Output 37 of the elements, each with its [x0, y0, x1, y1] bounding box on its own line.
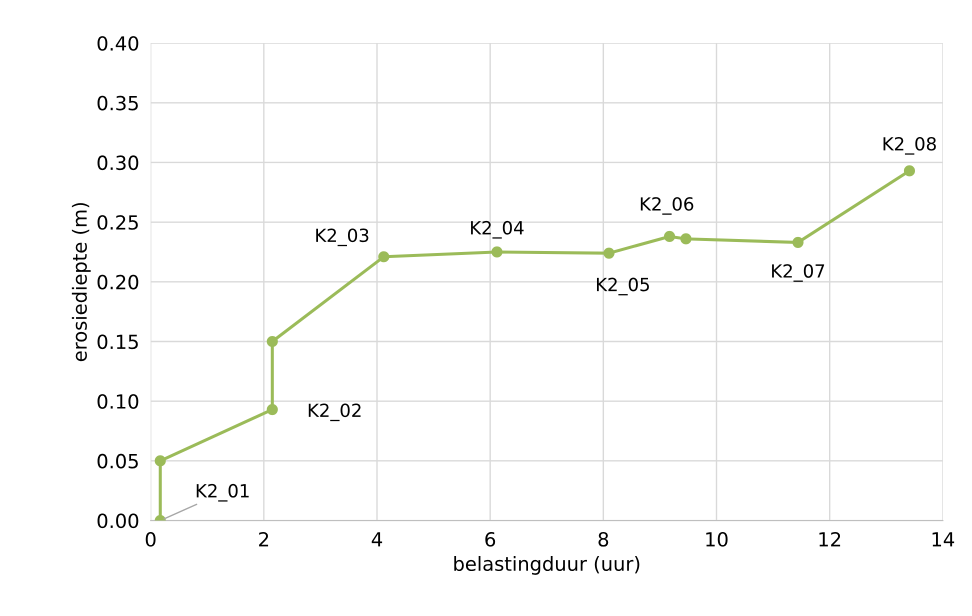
point	[266, 404, 278, 416]
annotation: K2_01	[196, 484, 249, 502]
point	[603, 248, 615, 259]
annotation: K2_04	[471, 220, 524, 239]
point	[904, 165, 916, 176]
x-tick-label: 2	[259, 532, 268, 546]
point	[378, 251, 390, 262]
annotation: K2_03	[316, 228, 368, 246]
annotation: K2_05	[596, 278, 649, 296]
point	[491, 246, 503, 258]
annotation: K2_06	[640, 197, 694, 215]
y-tick-label: 0.15	[98, 334, 138, 350]
x-tick-label: 0	[146, 532, 156, 547]
x-tick-label: 8	[598, 532, 608, 547]
point	[680, 233, 692, 244]
x-tick-label: 6	[485, 532, 496, 547]
y-tick-label: 0.30	[98, 155, 138, 170]
x-tick-label: 4	[372, 532, 382, 546]
point	[664, 230, 676, 242]
x-axis-title: belastingduur (uur)	[454, 556, 640, 575]
x-tick-label: 10	[706, 532, 728, 547]
y-tick-label: 0.35	[98, 96, 138, 110]
point	[154, 455, 166, 466]
y-tick-label: 0.20	[98, 274, 138, 290]
point	[266, 336, 278, 348]
y-tick-label: 0.00	[98, 513, 138, 528]
annotation: K2_07	[772, 264, 824, 282]
y-tick-label: 0.25	[98, 215, 138, 230]
point	[792, 236, 804, 248]
annotation: K2_08	[884, 136, 936, 155]
y-tick-label: 0.05	[98, 454, 138, 469]
x-tick-label: 14	[932, 532, 954, 546]
y-axis-title: erosiediepte (m)	[72, 203, 91, 362]
x-tick-label: 12	[819, 532, 840, 546]
annotation: K2_02	[308, 403, 361, 422]
y-tick-label: 0.40	[98, 36, 138, 51]
y-tick-label: 0.10	[98, 394, 138, 409]
